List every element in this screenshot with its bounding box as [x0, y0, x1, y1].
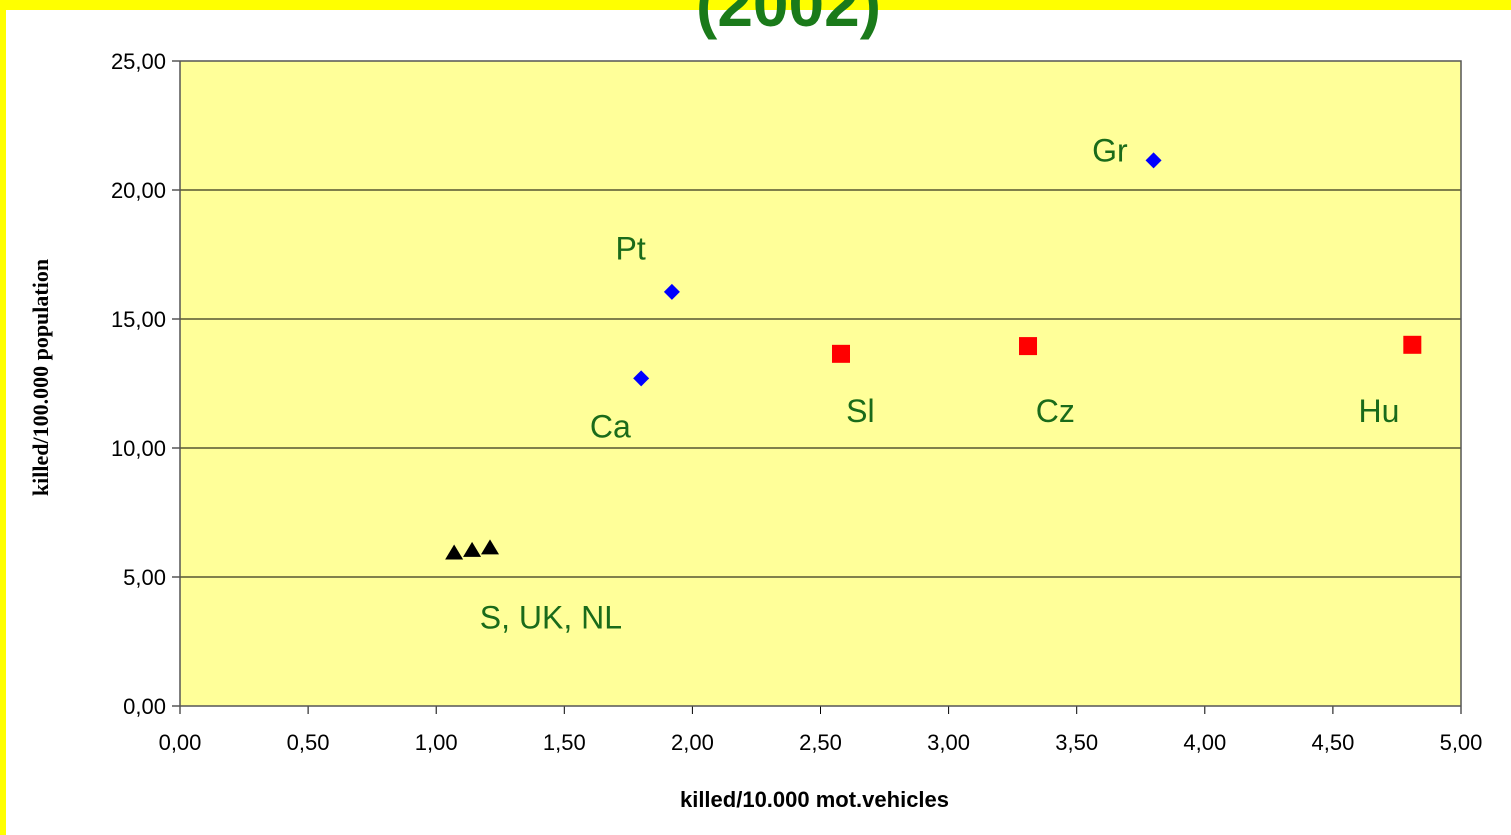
x-axis-label: killed/10.000 mot.vehicles [680, 787, 949, 812]
chart-title-fragment: (2002) [696, 0, 881, 40]
y-tick-label: 15,00 [111, 307, 166, 332]
point-annotation: Ca [590, 409, 631, 445]
x-tick-label: 2,50 [799, 730, 842, 755]
y-tick-label: 25,00 [111, 49, 166, 74]
y-tick-label: 0,00 [123, 694, 166, 719]
x-tick-label: 0,00 [159, 730, 202, 755]
point-annotation: Gr [1092, 133, 1128, 169]
x-tick-label: 4,50 [1311, 730, 1354, 755]
square-marker [831, 344, 850, 363]
plot-area [180, 61, 1461, 706]
square-marker [1019, 337, 1038, 356]
x-tick-label: 5,00 [1440, 730, 1483, 755]
diamond-marker [633, 370, 650, 387]
plot-border [179, 60, 1462, 707]
point-annotation: Pt [616, 231, 646, 267]
scatter-chart: 0,00 5,00 10,00 15,00 20,00 25,00 0,00 0,50 1,00… [28, 49, 1483, 812]
triangle-marker [463, 541, 482, 557]
x-tick-label: 3,00 [927, 730, 970, 755]
triangle-marker [481, 539, 500, 555]
y-tick-label: 20,00 [111, 178, 166, 203]
triangle-marker [445, 544, 464, 560]
x-tick-label: 2,00 [671, 730, 714, 755]
x-tick-label: 4,00 [1183, 730, 1226, 755]
y-tick-label: 5,00 [123, 565, 166, 590]
point-annotation: Cz [1036, 393, 1075, 429]
x-tick-label: 0,50 [287, 730, 330, 755]
diamond-marker [1145, 152, 1162, 169]
point-annotation: S, UK, NL [480, 600, 622, 636]
y-axis-label: killed/100.000 population [28, 259, 53, 496]
x-tick-label: 3,50 [1055, 730, 1098, 755]
square-marker [1403, 335, 1422, 354]
x-tick-label: 1,50 [543, 730, 586, 755]
point-annotation: Hu [1359, 393, 1400, 429]
point-annotation: Sl [846, 393, 874, 429]
y-tick-label: 10,00 [111, 436, 166, 461]
diamond-marker [663, 283, 680, 300]
x-tick-label: 1,00 [415, 730, 458, 755]
slide-canvas: (2002) 0,00 5,00 10,00 15,00 20,00 25,00 0,00 0… [6, 0, 1511, 835]
